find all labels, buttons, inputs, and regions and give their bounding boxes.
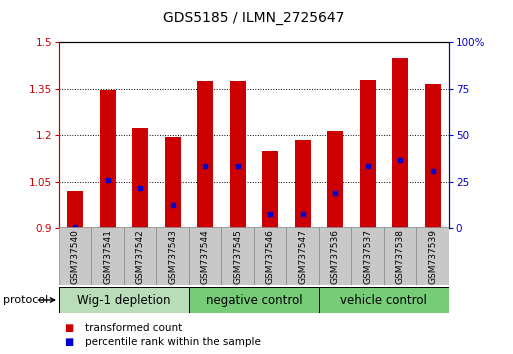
Text: GSM737540: GSM737540 [71,229,80,284]
Text: vehicle control: vehicle control [341,293,427,307]
Bar [156,227,189,285]
Bar [384,227,417,285]
Text: GSM737542: GSM737542 [136,229,145,284]
Text: Wig-1 depletion: Wig-1 depletion [77,293,171,307]
Bar [294,140,311,228]
Bar [197,81,213,228]
Bar [165,137,181,228]
Text: GSM737543: GSM737543 [168,229,177,284]
Bar [392,58,408,228]
Bar [189,287,319,313]
Text: GSM737536: GSM737536 [331,229,340,285]
Bar [229,81,246,228]
Text: GDS5185 / ILMN_2725647: GDS5185 / ILMN_2725647 [163,11,345,25]
Bar [360,80,376,228]
Bar [59,287,189,313]
Bar [132,128,148,228]
Bar [319,227,351,285]
Bar [262,151,278,228]
Bar [100,91,116,228]
Bar [59,227,91,285]
Text: GSM737539: GSM737539 [428,229,437,285]
Text: GSM737547: GSM737547 [298,229,307,284]
Bar [286,227,319,285]
Bar [222,227,254,285]
Text: GSM737546: GSM737546 [266,229,274,284]
Bar [351,227,384,285]
Bar [189,227,222,285]
Text: negative control: negative control [206,293,302,307]
Bar [67,191,83,228]
Bar [91,227,124,285]
Text: GSM737541: GSM737541 [103,229,112,284]
Text: GSM737538: GSM737538 [396,229,405,285]
Bar [319,287,449,313]
Text: transformed count: transformed count [85,323,182,333]
Text: ■: ■ [64,337,73,348]
Text: GSM737545: GSM737545 [233,229,242,284]
Bar [327,131,343,228]
Bar [254,227,286,285]
Text: protocol: protocol [3,295,48,305]
Text: ■: ■ [64,323,73,333]
Text: GSM737544: GSM737544 [201,229,210,284]
Text: percentile rank within the sample: percentile rank within the sample [85,337,261,348]
Text: GSM737537: GSM737537 [363,229,372,285]
Bar [424,84,441,228]
Bar [124,227,156,285]
Bar [417,227,449,285]
